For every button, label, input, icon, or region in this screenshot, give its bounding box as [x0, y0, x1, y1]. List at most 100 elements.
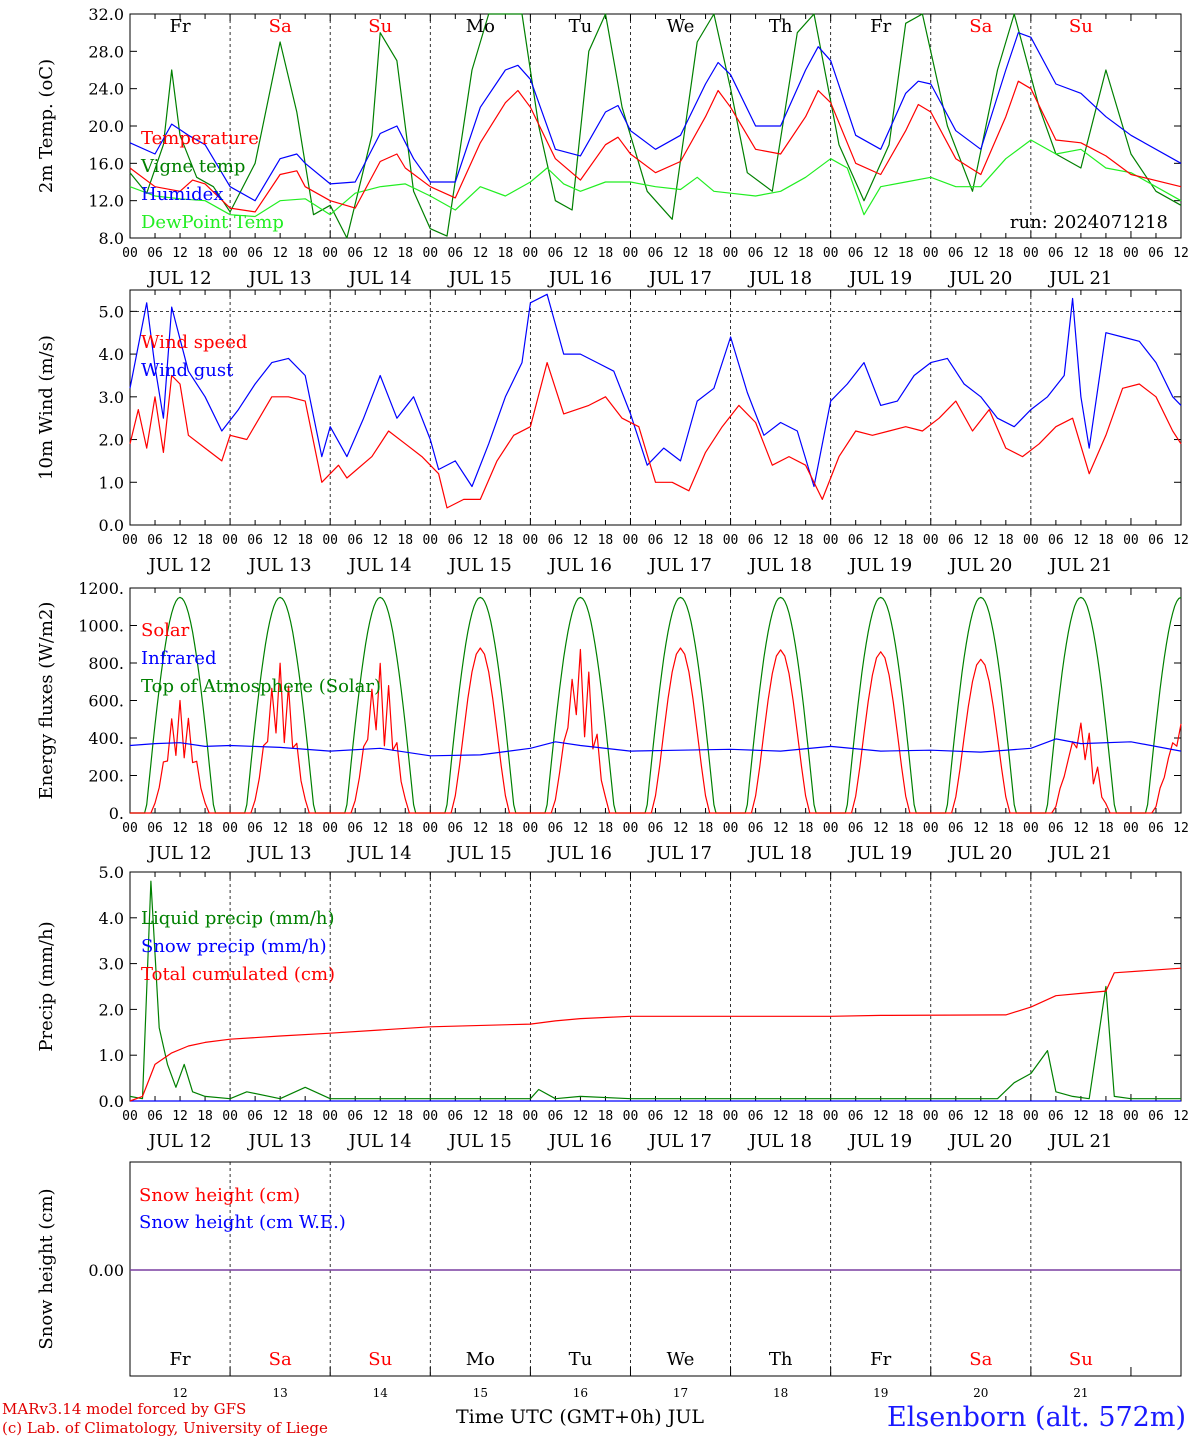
- hour-label: 00: [923, 1109, 939, 1124]
- hour-label: 00: [723, 821, 739, 836]
- hour-label: 06: [748, 246, 764, 261]
- y-tick-label: 1.0: [99, 473, 124, 492]
- hour-label: 00: [623, 821, 639, 836]
- date-label: JUL 16: [547, 843, 612, 864]
- temp-y-axis-label: 2m Temp. (oC): [36, 59, 57, 193]
- date-number-label: 20: [973, 1386, 988, 1400]
- y-tick-label: 3.0: [99, 388, 124, 407]
- hour-label: 00: [623, 246, 639, 261]
- date-label: JUL 18: [747, 268, 812, 289]
- hour-label: 06: [247, 1109, 263, 1124]
- hour-label: 00: [623, 533, 639, 548]
- hour-label: 12: [773, 1109, 789, 1124]
- date-label: JUL 13: [247, 843, 312, 864]
- date-number-label: 21: [1073, 1386, 1088, 1400]
- date-label: JUL 20: [947, 555, 1012, 576]
- hour-label: 06: [247, 821, 263, 836]
- hour-label: 06: [147, 1109, 163, 1124]
- legend-wind-speed: Wind speed: [141, 332, 247, 353]
- hour-label: 12: [973, 246, 989, 261]
- hour-label: 12: [873, 1109, 889, 1124]
- legend-humidex: Humidex: [141, 184, 223, 205]
- hour-label: 06: [1148, 1109, 1164, 1124]
- hour-label: 18: [998, 821, 1014, 836]
- hour-label: 12: [873, 821, 889, 836]
- energy-y-axis-label: Energy fluxes (W/m2): [36, 602, 57, 800]
- hour-label: 18: [798, 246, 814, 261]
- hour-label: 18: [1098, 1109, 1114, 1124]
- legend-solar: Solar: [141, 620, 190, 641]
- hour-label: 06: [1148, 246, 1164, 261]
- hour-label: 12: [973, 1109, 989, 1124]
- hour-label: 06: [548, 246, 564, 261]
- hour-label: 00: [923, 246, 939, 261]
- hour-label: 00: [222, 821, 238, 836]
- date-label: JUL 19: [847, 555, 912, 576]
- hour-label: 12: [272, 1109, 288, 1124]
- date-label: JUL 12: [147, 555, 212, 576]
- y-tick-label: 8.0: [99, 229, 124, 248]
- hour-label: 12: [1173, 246, 1189, 261]
- y-tick-label: 2.0: [99, 431, 124, 450]
- hour-label: 18: [998, 246, 1014, 261]
- liquid-precip-line: [129, 880, 1181, 1100]
- hour-label: 12: [172, 246, 188, 261]
- hour-label: 12: [272, 821, 288, 836]
- hour-label: 18: [297, 246, 313, 261]
- day-of-week-label: We: [667, 1349, 695, 1370]
- hour-label: 18: [698, 533, 714, 548]
- hour-label: 00: [122, 1109, 138, 1124]
- hour-label: 12: [473, 1109, 489, 1124]
- day-of-week-label: Fr: [170, 16, 191, 37]
- date-label: JUL 16: [547, 1131, 612, 1152]
- hour-label: 18: [898, 246, 914, 261]
- date-label: JUL 15: [447, 268, 512, 289]
- hour-label: 12: [973, 821, 989, 836]
- hour-label: 06: [548, 533, 564, 548]
- date-label: JUL 18: [747, 555, 812, 576]
- hour-label: 06: [748, 821, 764, 836]
- hour-label: 06: [648, 246, 664, 261]
- hour-label: 00: [923, 821, 939, 836]
- hour-label: 18: [798, 1109, 814, 1124]
- hour-label: 12: [473, 821, 489, 836]
- date-label: JUL 19: [847, 1131, 912, 1152]
- hour-label: 00: [523, 1109, 539, 1124]
- hour-label: 12: [573, 533, 589, 548]
- date-label: JUL 18: [747, 843, 812, 864]
- date-number-label: 16: [573, 1386, 588, 1400]
- hour-label: 18: [598, 821, 614, 836]
- date-number-label: 17: [673, 1386, 688, 1400]
- hour-label: 18: [197, 246, 213, 261]
- day-of-week-label: Su: [1069, 16, 1093, 37]
- hour-label: 18: [1098, 533, 1114, 548]
- hour-label: 12: [1073, 246, 1089, 261]
- hour-label: 00: [422, 246, 438, 261]
- date-label: JUL 13: [247, 555, 312, 576]
- day-of-week-label: We: [667, 16, 695, 37]
- legend-snow-height: Snow height (cm): [139, 1185, 300, 1206]
- hour-label: 06: [548, 821, 564, 836]
- panel-frame-4: [129, 871, 1182, 1102]
- hour-label: 00: [623, 1109, 639, 1124]
- date-label: JUL 15: [447, 1131, 512, 1152]
- day-of-week-label: Fr: [870, 16, 891, 37]
- date-label: JUL 14: [347, 843, 412, 864]
- hour-label: 06: [1048, 821, 1064, 836]
- hour-label: 12: [873, 533, 889, 548]
- date-label: JUL 14: [347, 268, 412, 289]
- date-label: JUL 12: [147, 1131, 212, 1152]
- date-label: JUL 14: [347, 555, 412, 576]
- date-label: JUL 13: [247, 1131, 312, 1152]
- hour-label: 00: [1123, 533, 1139, 548]
- hour-label: 06: [1148, 821, 1164, 836]
- hour-label: 06: [1048, 1109, 1064, 1124]
- y-tick-label: 20.0: [88, 117, 124, 136]
- hour-label: 00: [823, 821, 839, 836]
- day-of-week-label: Fr: [170, 1349, 191, 1370]
- day-of-week-label: Tu: [569, 16, 593, 37]
- hour-label: 00: [923, 533, 939, 548]
- y-tick-label: 1200.: [78, 579, 124, 598]
- hour-label: 06: [147, 246, 163, 261]
